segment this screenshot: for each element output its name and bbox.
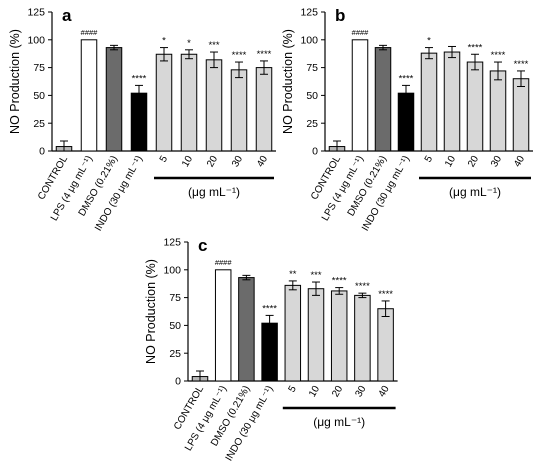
significance-label: #### xyxy=(81,28,99,37)
category-label: 30 xyxy=(489,154,504,170)
bar xyxy=(261,322,278,382)
bar xyxy=(489,70,507,152)
significance-label: **** xyxy=(232,50,247,61)
bar xyxy=(466,61,484,152)
y-tick-label: 50 xyxy=(169,320,181,332)
y-axis-label: NO Production (%) xyxy=(8,29,22,134)
y-tick-label: 50 xyxy=(33,90,45,102)
bar xyxy=(130,92,148,152)
panel-letter: c xyxy=(198,236,207,255)
panel-letter: b xyxy=(335,6,345,25)
significance-label: **** xyxy=(355,281,370,292)
bar xyxy=(255,67,273,152)
bar xyxy=(354,294,371,382)
bar xyxy=(230,69,248,152)
bar xyxy=(512,78,530,152)
category-label: 40 xyxy=(512,154,527,170)
significance-label: **** xyxy=(399,73,414,84)
category-label: 5 xyxy=(423,154,436,165)
bar xyxy=(443,51,461,152)
category-label: 40 xyxy=(377,384,392,400)
y-tick-label: 0 xyxy=(312,146,318,158)
y-tick-label: 100 xyxy=(300,34,318,46)
bar xyxy=(330,290,348,382)
category-label: 5 xyxy=(287,384,300,395)
group-label: (μg mL⁻¹) xyxy=(188,185,240,199)
group-label: (μg mL⁻¹) xyxy=(313,415,365,429)
bar xyxy=(377,308,394,382)
category-label: 30 xyxy=(353,384,368,400)
category-label: 10 xyxy=(180,154,195,170)
significance-label: * xyxy=(427,36,431,47)
significance-label: **** xyxy=(257,49,272,60)
significance-label: * xyxy=(187,38,191,49)
bar xyxy=(105,47,123,152)
significance-label: *** xyxy=(208,40,219,51)
bar xyxy=(351,39,369,152)
y-axis-label: NO Production (%) xyxy=(281,29,295,134)
bar xyxy=(205,59,223,152)
category-label: 30 xyxy=(230,154,245,170)
bar xyxy=(238,277,255,382)
significance-label: * xyxy=(162,36,166,47)
bar xyxy=(374,47,392,152)
y-tick-label: 100 xyxy=(27,34,45,46)
bar xyxy=(307,288,325,382)
category-label: 40 xyxy=(255,154,270,170)
y-tick-label: 100 xyxy=(163,264,181,276)
category-label: 20 xyxy=(330,384,345,400)
category-label: 20 xyxy=(466,154,481,170)
panel-letter: a xyxy=(62,6,72,25)
y-tick-label: 125 xyxy=(163,237,181,249)
y-tick-label: 25 xyxy=(169,348,181,360)
bar xyxy=(155,53,173,152)
significance-label: #### xyxy=(352,28,370,37)
significance-label: **** xyxy=(514,59,529,70)
significance-label: **** xyxy=(378,289,393,300)
category-label: 10 xyxy=(443,154,458,170)
significance-label: **** xyxy=(262,303,277,314)
category-label: 10 xyxy=(307,384,322,400)
significance-label: **** xyxy=(491,50,506,61)
bar xyxy=(420,52,438,152)
bar xyxy=(284,284,302,382)
category-label: INDO (30 μg mL⁻¹) xyxy=(93,154,145,233)
significance-label: ** xyxy=(289,269,297,280)
y-tick-label: 0 xyxy=(39,146,45,158)
bar xyxy=(180,53,198,152)
y-tick-label: 75 xyxy=(306,62,318,74)
y-tick-label: 25 xyxy=(33,118,45,130)
significance-label: #### xyxy=(215,258,233,267)
y-tick-label: 75 xyxy=(33,62,45,74)
group-label: (μg mL⁻¹) xyxy=(449,185,501,199)
significance-label: **** xyxy=(132,73,147,84)
y-tick-label: 125 xyxy=(300,7,318,19)
category-label: 5 xyxy=(158,154,171,165)
y-axis-label: NO Production (%) xyxy=(144,259,158,364)
significance-label: **** xyxy=(332,276,347,287)
y-tick-label: 50 xyxy=(306,90,318,102)
bar xyxy=(80,39,98,152)
bar xyxy=(397,92,415,152)
y-tick-label: 125 xyxy=(27,7,45,19)
significance-label: *** xyxy=(310,270,321,281)
category-label: 20 xyxy=(205,154,220,170)
significance-label: **** xyxy=(468,42,483,53)
bar xyxy=(214,269,232,382)
y-tick-label: 25 xyxy=(306,118,318,130)
y-tick-label: 75 xyxy=(169,292,181,304)
y-tick-label: 0 xyxy=(175,376,181,388)
